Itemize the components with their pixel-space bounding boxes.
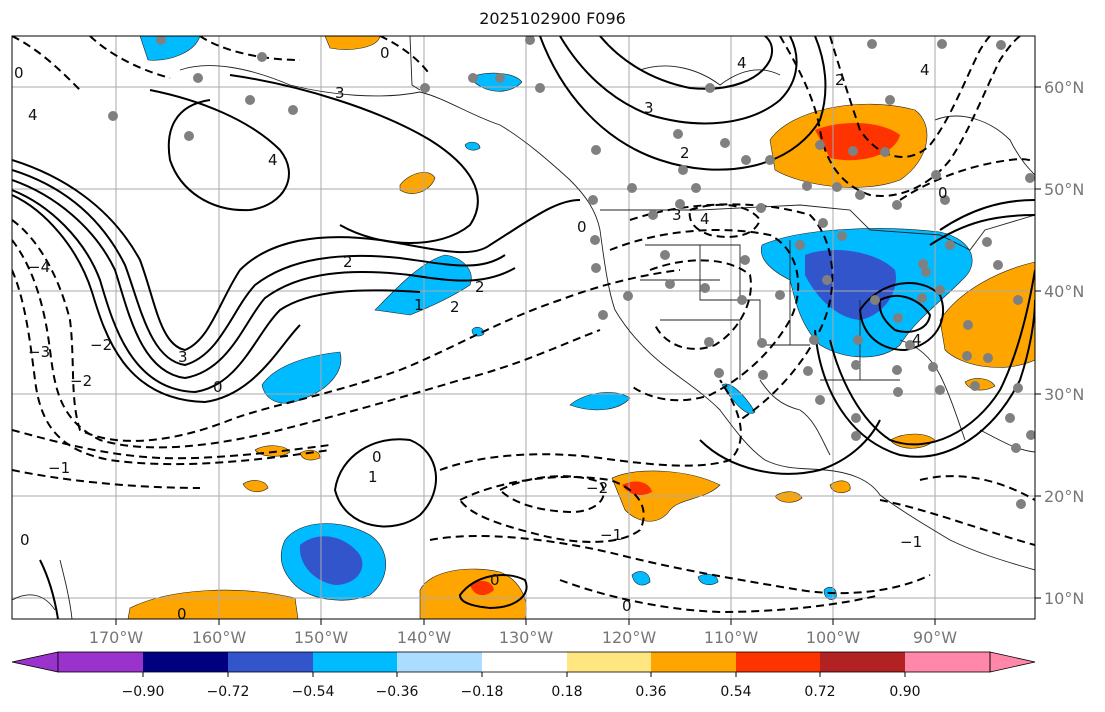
svg-text:−4: −4	[28, 258, 50, 276]
colorbar-tick-label: 0.90	[889, 684, 920, 700]
svg-text:1: 1	[368, 468, 378, 486]
lat-label: 20°N	[1044, 487, 1084, 506]
svg-text:2: 2	[835, 71, 845, 89]
lat-label: 60°N	[1044, 78, 1084, 97]
colorbar-tick-label: 0.54	[720, 684, 751, 700]
colorbar-swatch	[228, 652, 313, 672]
svg-text:3: 3	[178, 348, 188, 366]
svg-text:−1: −1	[600, 526, 622, 544]
colorbar-swatch	[820, 652, 905, 672]
colorbar-tick-label: −0.90	[122, 684, 165, 700]
colorbar-swatch	[736, 652, 820, 672]
lat-label: 40°N	[1044, 282, 1084, 301]
svg-text:4: 4	[920, 61, 930, 79]
svg-text:0: 0	[213, 378, 223, 396]
lat-label: 30°N	[1044, 385, 1084, 404]
svg-text:4: 4	[268, 151, 278, 169]
svg-text:0: 0	[14, 64, 24, 82]
svg-text:3: 3	[672, 206, 682, 224]
lon-label: 130°W	[499, 628, 554, 647]
svg-text:−1: −1	[900, 533, 922, 551]
svg-text:4: 4	[737, 54, 747, 72]
map-frame	[11, 35, 1036, 620]
colorbar-swatch	[58, 652, 143, 672]
colorbar-tick-label: −0.54	[292, 684, 335, 700]
colorbar-tick-label: 0.36	[635, 684, 666, 700]
lon-label: 160°W	[192, 628, 247, 647]
svg-text:2: 2	[475, 278, 485, 296]
svg-text:0: 0	[372, 448, 382, 466]
lon-label: 150°W	[294, 628, 349, 647]
lon-label: 140°W	[397, 628, 452, 647]
svg-text:3: 3	[335, 84, 345, 102]
svg-text:0: 0	[177, 605, 187, 623]
colorbar-swatch	[313, 652, 397, 672]
svg-text:0: 0	[938, 184, 948, 202]
lat-label: 50°N	[1044, 180, 1084, 199]
svg-text:−1: −1	[48, 459, 70, 477]
colorbar-tick-label: −0.36	[376, 684, 419, 700]
colorbar-swatch	[651, 652, 736, 672]
svg-text:0: 0	[20, 531, 30, 549]
svg-text:0: 0	[577, 218, 587, 236]
svg-text:4: 4	[700, 210, 710, 228]
lat-axis: 60°N 50°N 40°N 30°N 20°N 10°N	[1035, 78, 1084, 608]
colorbar-swatch	[143, 652, 228, 672]
lat-label: 10°N	[1044, 589, 1084, 608]
svg-text:−2: −2	[70, 372, 92, 390]
svg-text:3: 3	[644, 99, 654, 117]
svg-text:−2: −2	[90, 336, 112, 354]
svg-text:0: 0	[490, 571, 500, 589]
lon-label: 100°W	[806, 628, 861, 647]
colorbar-extend-min	[11, 651, 59, 673]
svg-text:−3: −3	[28, 343, 50, 361]
map-panel: 0 4 3 0 4 2 1 2 2 3 2 3 4 0 4 2 4 0 3 0 …	[12, 36, 1035, 623]
svg-text:2: 2	[343, 253, 353, 271]
svg-text:4: 4	[912, 331, 922, 349]
graticule	[12, 36, 1035, 619]
svg-text:2: 2	[450, 298, 460, 316]
colorbar-tick-label: 0.18	[551, 684, 582, 700]
contours-negative	[12, 36, 1035, 614]
map-title: 2025102900 F096	[479, 9, 626, 28]
lon-label: 110°W	[704, 628, 759, 647]
svg-text:1: 1	[414, 296, 424, 314]
lon-label: 170°W	[89, 628, 144, 647]
colorbar-swatch	[905, 652, 990, 672]
colorbar-swatch	[397, 652, 482, 672]
colorbar-swatch	[482, 652, 567, 672]
contours	[12, 36, 1035, 619]
colorbar: −0.90 −0.72 −0.54 −0.36 −0.18 0.18 0.36 …	[11, 651, 1036, 700]
station-markers	[108, 36, 1035, 509]
svg-text:2: 2	[680, 144, 690, 162]
colorbar-extend-max	[989, 651, 1036, 673]
contour-labels: 0 4 3 0 4 2 1 2 2 3 2 3 4 0 4 2 4 0 3 0 …	[14, 44, 948, 623]
lon-axis: 170°W 160°W 150°W 140°W 130°W 120°W 110°…	[89, 619, 957, 647]
lon-label: 120°W	[602, 628, 657, 647]
colorbar-tick-label: −0.18	[461, 684, 504, 700]
coastlines	[12, 36, 1035, 619]
svg-text:0: 0	[622, 597, 632, 615]
lon-label: 90°W	[913, 628, 957, 647]
svg-text:0: 0	[380, 44, 390, 62]
colorbar-tick-label: 0.72	[804, 684, 835, 700]
svg-text:−2: −2	[586, 479, 608, 497]
colorbar-tick-label: −0.72	[207, 684, 250, 700]
colorbar-swatch	[567, 652, 651, 672]
svg-text:4: 4	[28, 106, 38, 124]
